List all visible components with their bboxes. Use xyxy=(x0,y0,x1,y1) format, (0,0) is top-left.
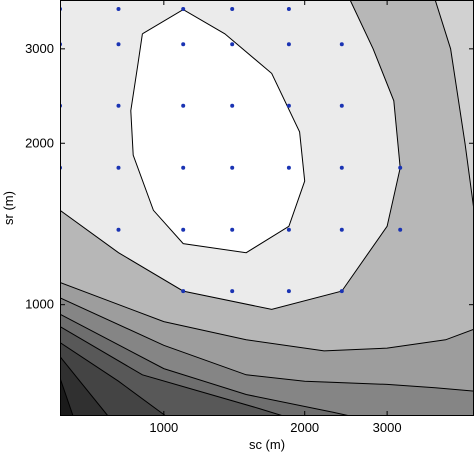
contour-line-10 xyxy=(434,0,474,211)
sample-point xyxy=(339,165,344,170)
sample-point xyxy=(116,103,121,108)
y-tick-label: 3000 xyxy=(25,41,54,56)
sample-point xyxy=(181,289,186,294)
sample-point xyxy=(181,165,186,170)
contour-fills xyxy=(60,0,474,416)
sample-point xyxy=(339,227,344,232)
sample-point xyxy=(339,103,344,108)
sample-point xyxy=(116,42,121,47)
contour-lines xyxy=(60,0,474,416)
contour-line-6 xyxy=(60,297,474,392)
sample-point xyxy=(230,42,235,47)
y-axis-label: sr (m) xyxy=(1,191,16,225)
sample-point xyxy=(286,103,291,108)
sample-point xyxy=(181,7,186,11)
y-axis-ticks: 1000 2000 3000 xyxy=(25,41,474,312)
contour-line-7 xyxy=(60,282,474,352)
sample-point xyxy=(398,227,403,232)
sample-point xyxy=(286,42,291,47)
contour-line-4 xyxy=(60,326,284,416)
sample-point xyxy=(230,227,235,232)
sample-point xyxy=(181,227,186,232)
x-tick-label: 1000 xyxy=(149,420,178,435)
sample-point xyxy=(181,103,186,108)
sample-point xyxy=(286,227,291,232)
x-axis-label: sc (m) xyxy=(249,437,285,452)
sample-point xyxy=(181,42,186,47)
contour-line-3 xyxy=(60,342,167,416)
sample-point xyxy=(230,165,235,170)
contour-line-2 xyxy=(60,356,109,416)
contour-line-1 xyxy=(60,377,74,416)
sample-point xyxy=(339,289,344,294)
contour-line-9 xyxy=(130,9,306,254)
x-axis-ticks: 1000 2000 3000 xyxy=(149,0,402,435)
sample-point xyxy=(398,165,403,170)
sample-point xyxy=(230,7,235,11)
sample-point xyxy=(230,103,235,108)
sample-point xyxy=(339,42,344,47)
sample-point xyxy=(286,165,291,170)
sample-point xyxy=(116,7,121,11)
sample-point xyxy=(116,165,121,170)
contour-line-5 xyxy=(60,313,351,416)
contour-line-8 xyxy=(60,0,401,310)
contour-band-10 xyxy=(435,0,474,416)
x-tick-label: 2000 xyxy=(290,420,319,435)
sample-point xyxy=(286,289,291,294)
sample-point xyxy=(116,227,121,232)
x-tick-label: 3000 xyxy=(373,420,402,435)
y-tick-label: 2000 xyxy=(25,135,54,150)
y-tick-label: 1000 xyxy=(25,297,54,312)
contour-band-9 xyxy=(130,9,305,253)
sample-point xyxy=(286,7,291,11)
sample-point xyxy=(230,289,235,294)
